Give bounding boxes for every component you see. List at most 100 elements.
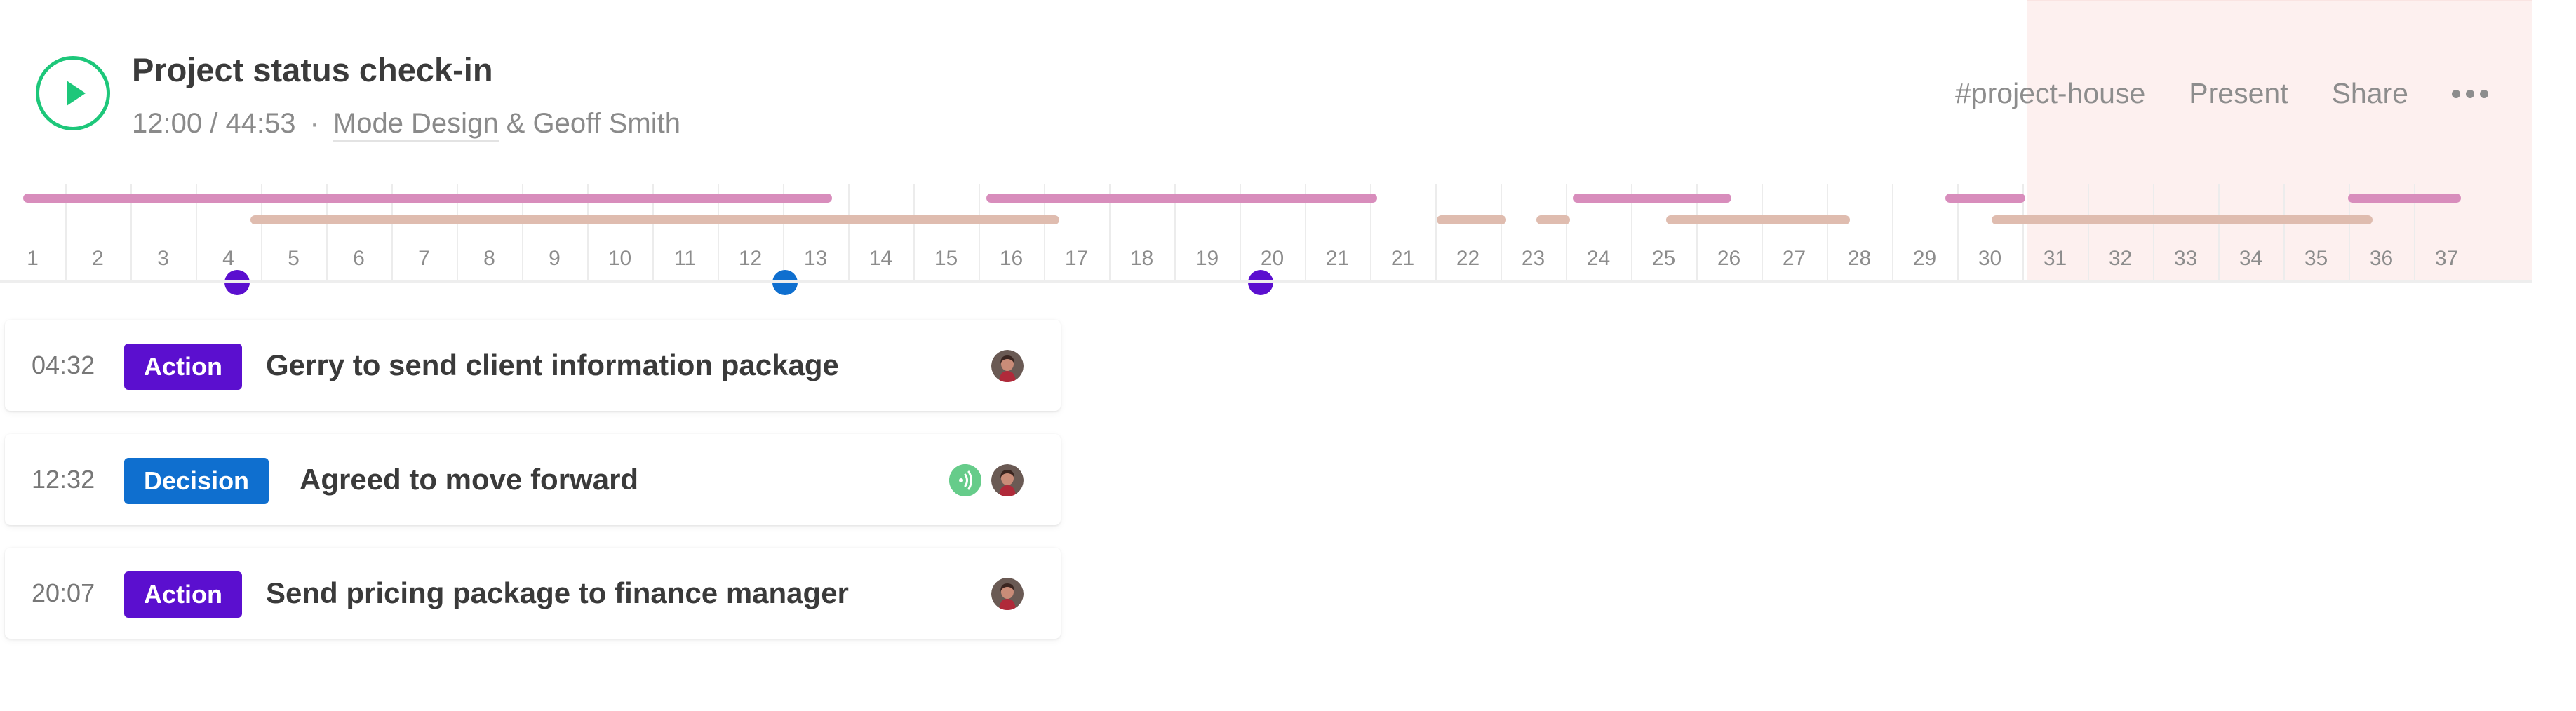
timeline-label: 31 (2043, 247, 2067, 270)
timeline-tick (913, 184, 915, 282)
timeline-marker[interactable] (224, 270, 250, 295)
timeline-label: 29 (1912, 247, 1937, 270)
timeline-tick (1501, 184, 1502, 282)
user-avatar (991, 350, 1024, 382)
timeline-tick (1696, 184, 1698, 282)
playback-time: 12:00 / 44:53 (132, 108, 296, 139)
highlight-text: Agreed to move forward (300, 463, 639, 496)
speaker-segment (23, 194, 832, 203)
timeline-tick (326, 184, 328, 282)
timeline-label: 27 (1782, 247, 1806, 270)
timeline-tick (261, 184, 262, 282)
highlight-card[interactable]: 20:07 Action Send pricing package to finan… (5, 548, 1061, 639)
timeline-tick (2153, 184, 2154, 282)
timeline-tick (1370, 184, 1371, 282)
timeline-label: 32 (2108, 247, 2133, 270)
timeline-label: 28 (1847, 247, 1872, 270)
timeline-label: 35 (2304, 247, 2328, 270)
present-button[interactable]: Present (2189, 77, 2288, 109)
timeline-label: 24 (1586, 247, 1611, 270)
user-avatar (991, 578, 1024, 610)
timeline-label: 14 (868, 247, 893, 270)
action-badge: Action (124, 571, 242, 618)
timeline-tick (1957, 184, 1959, 282)
audio-wave-icon[interactable] (949, 464, 981, 496)
timeline-label: 22 (1456, 247, 1480, 270)
highlight-card[interactable]: 04:32 Action Gerry to send client informat… (5, 320, 1061, 411)
timeline-label: 3 (157, 247, 169, 270)
highlight-time: 12:32 (32, 465, 95, 494)
play-button[interactable] (36, 56, 110, 130)
timeline-label: 15 (934, 247, 958, 270)
timeline-label: 8 (483, 247, 495, 270)
speaker-segment (1437, 215, 1506, 224)
timeline-label: 9 (549, 247, 561, 270)
highlight-text: Send pricing package to finance manager (266, 576, 849, 609)
page-title: Project status check-in (132, 51, 493, 88)
timeline-tick (457, 184, 458, 282)
highlight-time: 20:07 (32, 578, 95, 607)
timeline-label: 36 (2369, 247, 2394, 270)
timeline-tick (1305, 184, 1306, 282)
timeline-tick (1631, 184, 1632, 282)
user-avatar (991, 464, 1024, 496)
meta-separator: · (309, 108, 319, 139)
timeline-tick (2022, 184, 2024, 282)
highlighted-range (2027, 0, 2532, 282)
timeline-tick (2088, 184, 2089, 282)
timeline-label: 25 (1651, 247, 1676, 270)
meeting-meta: 12:00 / 44:53 · Mode Design & Geoff Smith (132, 108, 680, 142)
timeline-marker[interactable] (772, 270, 798, 295)
participants-rest: & Geoff Smith (498, 108, 680, 139)
timeline-marker[interactable] (1248, 270, 1273, 295)
timeline-tick (587, 184, 589, 282)
timeline-tick (391, 184, 393, 282)
timeline-tick (848, 184, 850, 282)
speaker-segment (250, 215, 1059, 224)
header-actions: #project-house Present Share (1955, 77, 2488, 110)
timeline-label: 6 (353, 247, 365, 270)
timeline-tick (130, 184, 132, 282)
timeline-tick (196, 184, 197, 282)
timeline-tick (1566, 184, 1567, 282)
highlight-text: Gerry to send client information package (266, 348, 839, 381)
share-button[interactable]: Share (2331, 77, 2408, 109)
speaker-segment (1992, 215, 2373, 224)
timeline-tick (1827, 184, 1828, 282)
timeline-label: 33 (2173, 247, 2198, 270)
timeline-tick (783, 184, 784, 282)
timeline-tick (718, 184, 719, 282)
timeline-tick (1109, 184, 1111, 282)
timeline-tick (1240, 184, 1241, 282)
timeline-label: 19 (1195, 247, 1219, 270)
participants-link[interactable]: Mode Design (333, 108, 499, 142)
action-badge: Action (124, 344, 242, 390)
timeline-tick (2218, 184, 2220, 282)
timeline-label: 30 (1978, 247, 2002, 270)
decision-badge: Decision (124, 458, 269, 504)
timeline-tick (1762, 184, 1763, 282)
timeline-label: 17 (1064, 247, 1089, 270)
timeline-tick (2414, 184, 2415, 282)
highlight-card[interactable]: 12:32 Decision Agreed to move forward (5, 434, 1061, 525)
speaker-segment (986, 194, 1377, 203)
timeline-label: 13 (803, 247, 828, 270)
timeline-tick (1892, 184, 1893, 282)
timeline-tick (65, 184, 67, 282)
channel-link[interactable]: #project-house (1955, 77, 2146, 109)
timeline-label: 37 (2434, 247, 2459, 270)
play-icon (67, 81, 86, 106)
more-horizontal-icon[interactable] (2452, 89, 2488, 98)
timeline-tick (1044, 184, 1045, 282)
timeline-tick (979, 184, 980, 282)
timeline-label: 5 (288, 247, 300, 270)
timeline-tick (2283, 184, 2285, 282)
speaker-segment (2348, 194, 2461, 203)
timeline-label: 2 (92, 247, 104, 270)
timeline-label: 23 (1521, 247, 1545, 270)
speaker-segment (1573, 194, 1731, 203)
timeline-label: 21 (1390, 247, 1415, 270)
timeline-label: 16 (999, 247, 1024, 270)
timeline-label: 12 (738, 247, 763, 270)
timeline-tick (522, 184, 523, 282)
